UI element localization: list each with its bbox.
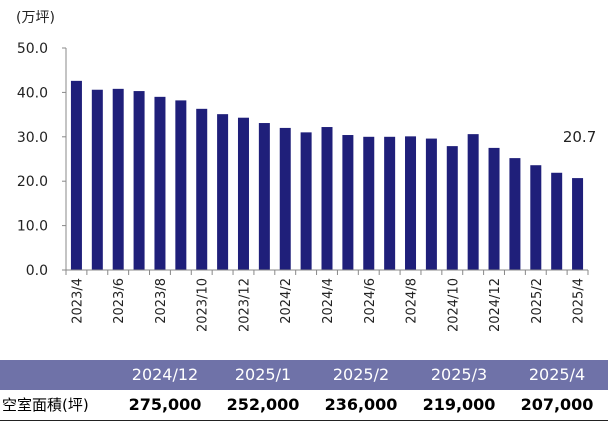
summary-value: 236,000 xyxy=(324,395,398,414)
y-tick-label: 0.0 xyxy=(26,263,48,279)
x-tick-label: 2024/10 xyxy=(446,278,461,332)
x-tick-label: 2024/8 xyxy=(405,278,420,324)
y-tick-label: 10.0 xyxy=(17,219,48,235)
bar xyxy=(405,136,417,270)
y-tick-label: 20.0 xyxy=(17,174,48,190)
summary-value: 207,000 xyxy=(520,395,594,414)
bar xyxy=(154,96,166,270)
x-tick-label: 2025/4 xyxy=(572,278,587,324)
bar xyxy=(133,91,145,271)
summary-month: 2025/4 xyxy=(528,365,586,384)
summary-month: 2025/1 xyxy=(234,365,292,384)
y-unit-label: (万坪) xyxy=(16,10,55,26)
summary-month: 2024/12 xyxy=(131,365,199,384)
bar xyxy=(217,114,229,270)
summary-value: 219,000 xyxy=(422,395,496,414)
x-tick-label: 2024/6 xyxy=(363,278,378,324)
x-tick-label: 2024/2 xyxy=(279,278,294,324)
y-axis: 0.0 10.0 20.0 30.0 40.0 50.0 xyxy=(17,41,67,279)
summary-month: 2025/2 xyxy=(332,365,390,384)
bar xyxy=(175,100,187,270)
summary-header-row: 2024/12 2025/1 2025/2 2025/3 2025/4 xyxy=(0,360,608,390)
bar-series xyxy=(70,80,584,271)
bar xyxy=(446,146,458,270)
x-tick-label: 2025/2 xyxy=(530,278,545,324)
summary-month: 2025/3 xyxy=(430,365,488,384)
bar xyxy=(91,89,103,271)
bar xyxy=(258,123,270,270)
bar xyxy=(488,147,500,270)
summary-header-blank xyxy=(0,360,116,390)
bar xyxy=(363,136,375,270)
y-tick-label: 50.0 xyxy=(17,41,48,57)
x-tick-label: 2023/10 xyxy=(196,278,211,332)
bar xyxy=(342,135,354,270)
bar xyxy=(70,80,82,270)
bar xyxy=(425,138,437,270)
bar xyxy=(112,88,124,271)
vacancy-summary-table: 2024/12 2025/1 2025/2 2025/3 2025/4 空室面積… xyxy=(0,360,608,421)
summary-value-row: 空室面積(坪) 275,000 252,000 236,000 219,000 … xyxy=(0,390,608,421)
bar xyxy=(530,165,542,270)
summary-value: 252,000 xyxy=(226,395,300,414)
x-tick-label: 2023/12 xyxy=(237,278,252,332)
x-tick-label: 2023/4 xyxy=(70,278,85,324)
bar xyxy=(279,127,291,270)
summary-value: 275,000 xyxy=(128,395,202,414)
bar xyxy=(384,136,396,270)
bar xyxy=(300,132,312,270)
bar xyxy=(572,178,584,270)
x-tick-label: 2023/8 xyxy=(154,278,169,324)
bar xyxy=(237,117,249,270)
last-value-label: 20.7 xyxy=(563,128,596,146)
bar xyxy=(551,172,563,270)
y-tick-label: 40.0 xyxy=(17,85,48,101)
bar xyxy=(321,127,333,270)
x-tick-label: 2024/4 xyxy=(321,278,336,324)
x-tick-label: 2024/12 xyxy=(488,278,503,332)
vacancy-bar-chart: (万坪) 0.010.020.030.040.050.0 2023/4 2023/… xyxy=(16,10,596,332)
y-tick-label: 30.0 xyxy=(17,130,48,146)
x-tick-label: 2023/6 xyxy=(112,278,127,324)
summary-row-label: 空室面積(坪) xyxy=(2,396,89,414)
x-axis: 2023/4 2023/6 2023/8 2023/10 2023/12 2024/2 20… xyxy=(65,269,589,332)
bar xyxy=(509,158,521,270)
bar xyxy=(467,134,479,270)
bar xyxy=(196,108,208,270)
